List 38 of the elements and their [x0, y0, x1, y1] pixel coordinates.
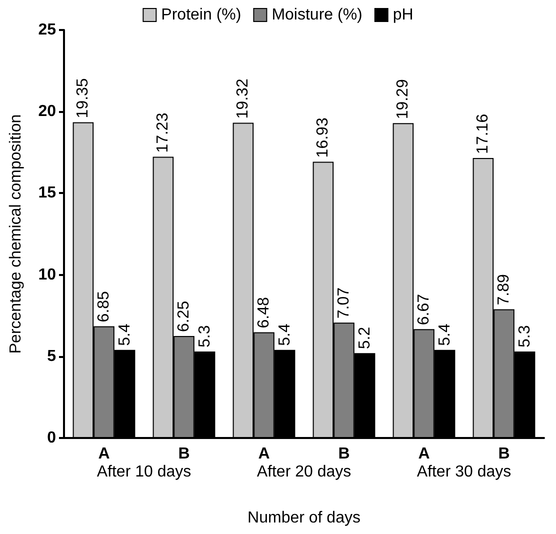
y-tick-label: 25	[38, 22, 56, 38]
x-tick-label: B	[338, 446, 350, 462]
data-label: 6.48	[256, 297, 272, 328]
data-label: 6.25	[176, 300, 192, 332]
y-tick-label: 15	[38, 184, 56, 202]
x-axis-title: Number of days	[248, 510, 360, 526]
legend-label: Moisture (%)	[272, 6, 362, 24]
data-label: 19.29	[394, 79, 412, 120]
x-tick-label: A	[98, 446, 110, 462]
data-label: 6.67	[416, 294, 432, 326]
x-tick-label: B	[178, 446, 190, 462]
y-tick-label: 20	[38, 103, 56, 120]
data-label: 5.4	[276, 324, 294, 346]
text: After 20 days	[256, 464, 352, 480]
legend-label: pH	[392, 6, 414, 24]
y-tick-label: 5	[47, 348, 56, 365]
text: After 10 days	[96, 464, 192, 480]
data-label: 19.32	[234, 78, 252, 119]
legend-label: Protein (%)	[161, 6, 242, 24]
data-label: 17.16	[474, 114, 492, 154]
data-label: 5.4	[116, 324, 134, 346]
x-tick-label: A	[258, 446, 270, 462]
data-label: 5.3	[196, 325, 214, 348]
data-label: 7.07	[336, 287, 352, 319]
data-label: 6.85	[96, 290, 112, 322]
x-tick-label: A	[418, 446, 430, 462]
data-label: 5.4	[436, 324, 454, 346]
x-tick-label: B	[498, 446, 510, 462]
y-tick-label: 0	[47, 430, 56, 446]
data-label: 5.2	[356, 326, 374, 350]
text: After 30 days	[416, 464, 512, 480]
data-label: 17.23	[154, 112, 172, 153]
data-label: 5.3	[516, 325, 534, 348]
y-axis-title: Percentage chemical composition	[8, 114, 24, 354]
y-tick-label: 10	[38, 266, 56, 284]
data-label: 16.93	[314, 118, 332, 158]
data-label: 7.89	[496, 274, 512, 306]
data-label: 19.35	[74, 78, 92, 118]
